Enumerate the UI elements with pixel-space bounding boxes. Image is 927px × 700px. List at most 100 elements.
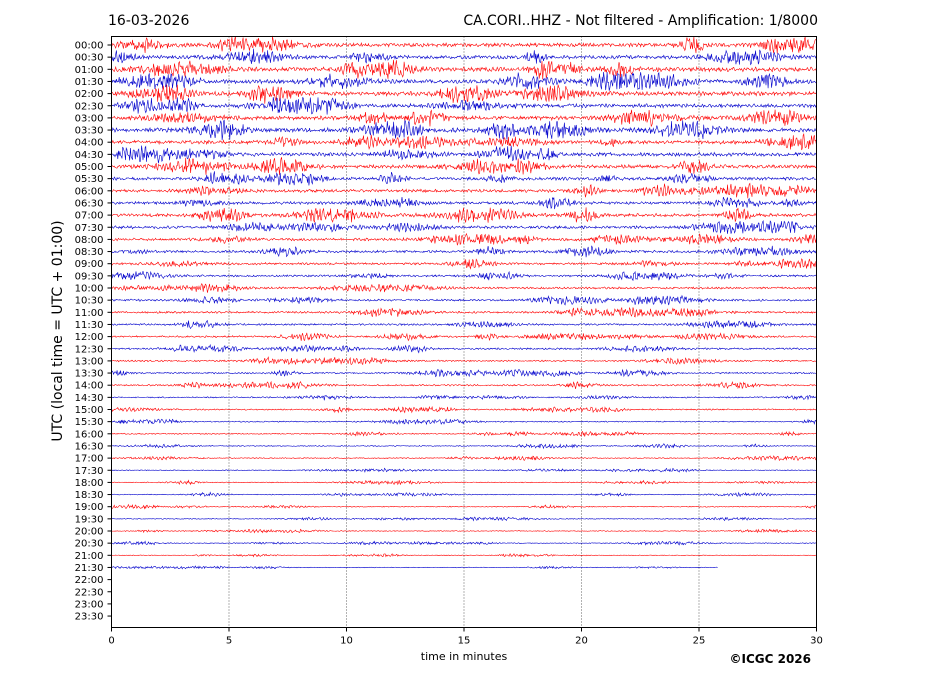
row-time-label: 14:30 — [75, 393, 104, 404]
row-time-label: 15:30 — [75, 417, 104, 428]
seismic-trace — [111, 540, 817, 546]
row-time-label: 01:30 — [75, 77, 104, 88]
seismic-trace — [111, 258, 817, 270]
seismic-trace — [111, 319, 817, 330]
x-tick-label: 25 — [693, 636, 706, 647]
row-time-label: 01:00 — [75, 65, 104, 76]
row-time-label: 12:00 — [75, 332, 104, 343]
row-time-label: 18:00 — [75, 478, 104, 489]
row-time-label: 00:30 — [75, 53, 104, 64]
row-time-label: 03:30 — [75, 126, 104, 137]
seismic-trace — [111, 59, 817, 80]
seismic-trace — [111, 553, 817, 558]
row-time-label: 10:30 — [75, 296, 104, 307]
row-time-label: 19:00 — [75, 502, 104, 513]
row-time-label: 06:00 — [75, 186, 104, 197]
seismic-trace — [111, 97, 817, 115]
row-time-label: 09:30 — [75, 271, 104, 282]
seismic-trace — [111, 71, 817, 91]
row-time-label: 18:30 — [75, 490, 104, 501]
row-time-label: 23:00 — [75, 599, 104, 610]
seismic-trace — [111, 430, 817, 437]
seismic-trace — [111, 283, 817, 293]
seismic-trace — [111, 132, 817, 151]
chart-date-title: 16-03-2026 — [108, 13, 189, 29]
row-time-label: 17:00 — [75, 454, 104, 465]
row-time-label: 12:30 — [75, 344, 104, 355]
row-time-label: 09:00 — [75, 259, 104, 270]
row-time-label: 10:00 — [75, 284, 104, 295]
x-tick-label: 10 — [340, 636, 353, 647]
row-time-label: 15:00 — [75, 405, 104, 416]
seismic-trace — [111, 270, 817, 282]
seismic-trace — [111, 35, 817, 54]
seismic-trace — [111, 294, 817, 306]
x-tick-label: 0 — [108, 636, 114, 647]
x-tick-label: 20 — [575, 636, 588, 647]
row-time-label: 06:30 — [75, 198, 104, 209]
seismic-trace — [111, 356, 817, 366]
seismic-trace — [111, 368, 817, 378]
row-time-label: 16:30 — [75, 441, 104, 452]
row-time-label: 20:00 — [75, 527, 104, 538]
row-time-label: 11:00 — [75, 308, 104, 319]
row-time-label: 05:00 — [75, 162, 104, 173]
seismic-trace — [111, 171, 817, 186]
row-time-label: 07:30 — [75, 223, 104, 234]
seismic-trace — [111, 157, 817, 176]
row-time-label: 16:00 — [75, 429, 104, 440]
row-time-label: 19:30 — [75, 514, 104, 525]
y-axis-label: UTC (local time = UTC + 01:00) — [50, 220, 66, 441]
x-axis-label: time in minutes — [421, 650, 508, 663]
row-time-label: 13:00 — [75, 356, 104, 367]
seismic-trace — [111, 343, 817, 354]
seismic-trace — [111, 405, 817, 414]
seismic-trace — [111, 219, 817, 234]
row-time-label: 23:30 — [75, 612, 104, 623]
seismic-trace — [111, 182, 817, 199]
row-time-label: 13:30 — [75, 369, 104, 380]
seismic-trace — [111, 196, 817, 210]
row-time-label: 21:00 — [75, 551, 104, 562]
plot-frame — [111, 36, 817, 628]
x-tick-label: 30 — [810, 636, 823, 647]
seismic-trace — [111, 394, 817, 401]
row-time-label: 04:00 — [75, 138, 104, 149]
seismic-trace — [111, 48, 817, 66]
row-time-label: 05:30 — [75, 174, 104, 185]
row-time-label: 02:00 — [75, 89, 104, 100]
row-time-label: 07:00 — [75, 211, 104, 222]
row-time-label: 14:00 — [75, 381, 104, 392]
row-time-label: 08:30 — [75, 247, 104, 258]
seismic-trace — [111, 516, 817, 522]
seismic-trace — [111, 443, 817, 450]
copyright-watermark: ©ICGC 2026 — [729, 652, 811, 666]
seismic-trace — [111, 565, 718, 570]
seismic-trace — [111, 479, 817, 486]
seismic-trace — [111, 119, 817, 141]
seismic-trace — [111, 145, 817, 164]
chart-station-title: CA.CORI..HHZ - Not filtered - Amplificat… — [463, 13, 818, 29]
seismic-trace — [111, 503, 817, 510]
seismic-trace — [111, 467, 817, 473]
row-time-label: 00:00 — [75, 41, 104, 52]
seismic-trace — [111, 528, 817, 534]
row-time-label: 21:30 — [75, 563, 104, 574]
row-time-label: 04:30 — [75, 150, 104, 161]
row-time-label: 02:30 — [75, 101, 104, 112]
seismic-trace — [111, 207, 817, 224]
row-time-label: 20:30 — [75, 539, 104, 550]
seismic-trace — [111, 232, 817, 246]
row-time-label: 03:00 — [75, 113, 104, 124]
row-time-label: 22:00 — [75, 575, 104, 586]
x-tick-label: 15 — [458, 636, 471, 647]
seismic-trace — [111, 332, 817, 342]
seismic-trace — [111, 109, 817, 128]
row-time-label: 11:30 — [75, 320, 104, 331]
seismic-trace — [111, 84, 817, 104]
seismic-trace — [111, 306, 817, 318]
seismic-trace — [111, 455, 817, 462]
row-time-label: 22:30 — [75, 587, 104, 598]
